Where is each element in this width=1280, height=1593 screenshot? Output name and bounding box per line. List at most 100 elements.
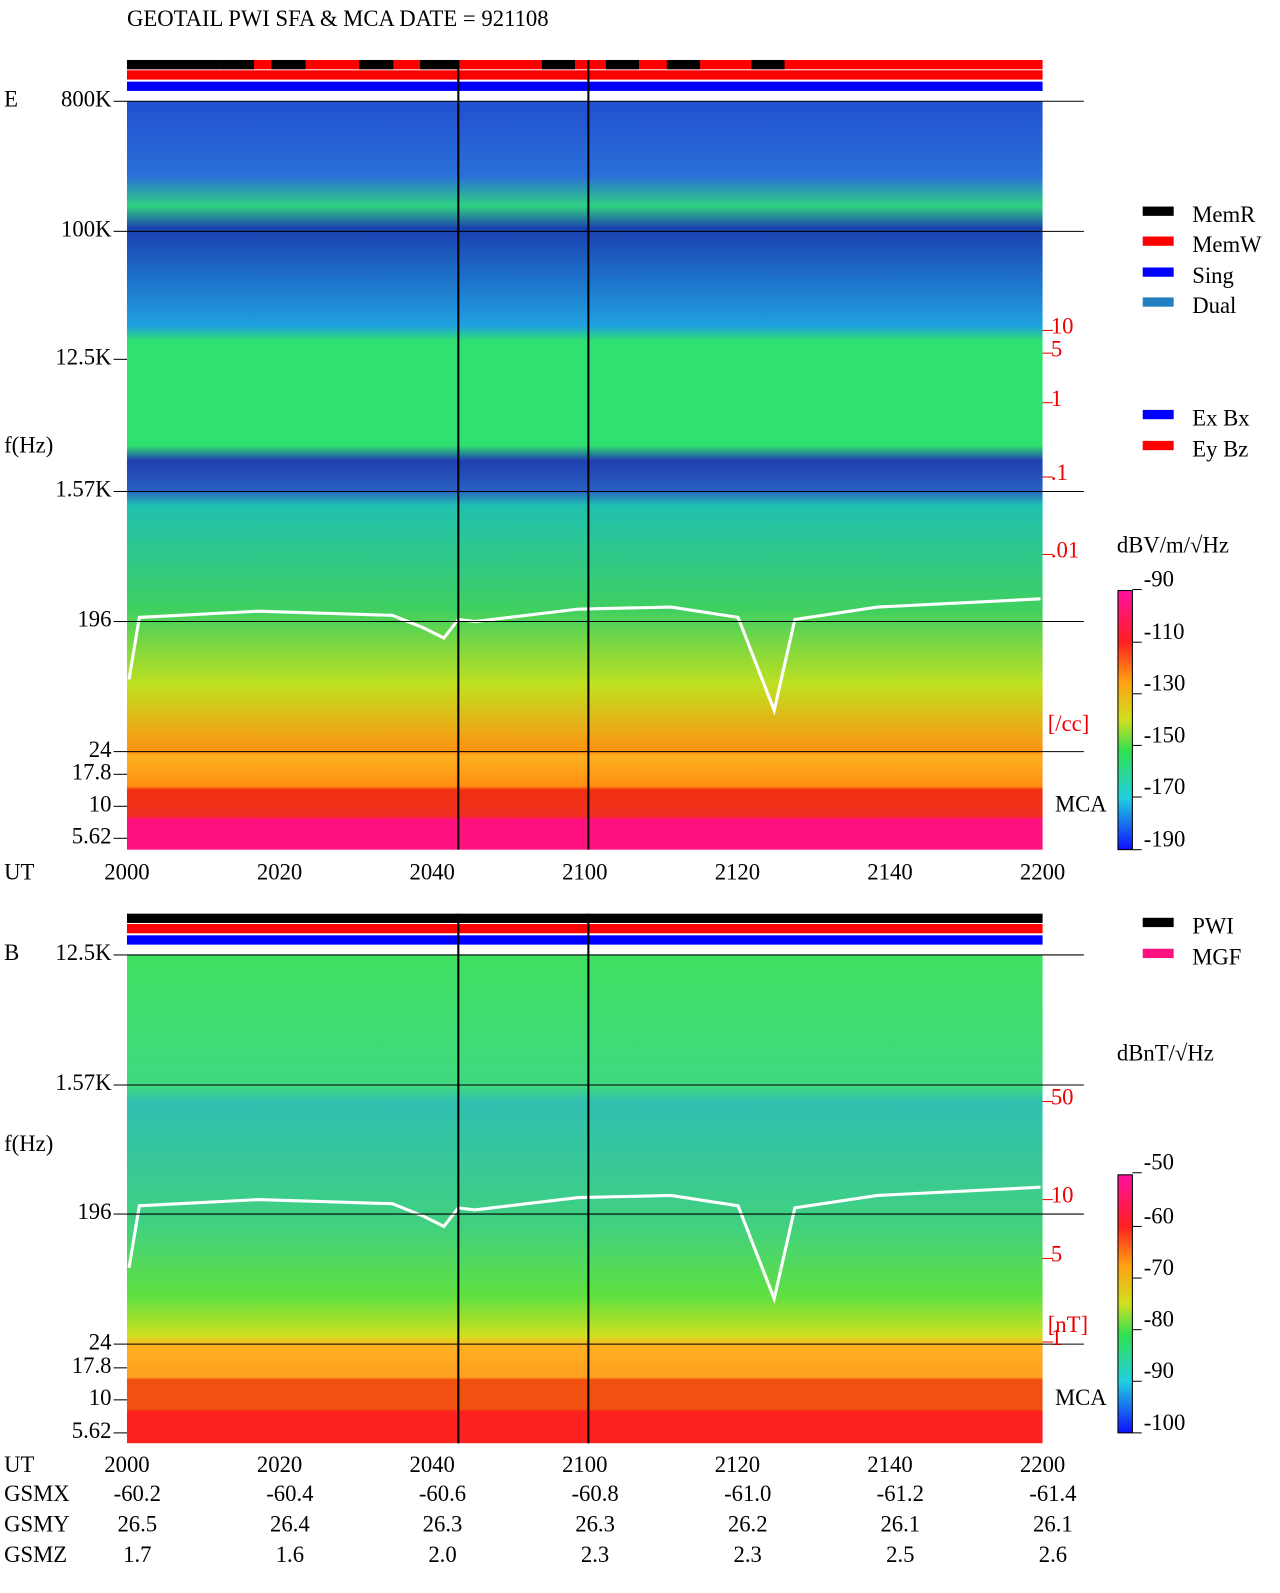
legend-swatch [1142,297,1174,307]
x-tick-label: 2100 [562,860,607,885]
y-tick-label: 17.8 [72,1353,112,1378]
orbit-value: -60.4 [266,1481,313,1506]
density-unit: [nT] [1048,1312,1088,1337]
orbit-value: -61.4 [1029,1481,1076,1506]
x-tick-label: 2000 [104,860,149,885]
y-tick-label: 24 [89,1329,112,1354]
orbit-value: 26.4 [270,1512,310,1537]
density-unit: [/cc] [1048,711,1090,736]
density-tick-label: 10 [1051,1183,1074,1208]
density-tick-label: 5 [1051,1242,1062,1267]
orbit-value: -61.0 [724,1481,771,1506]
plasma-frequency-line [127,1185,1041,1304]
orbit-label: GSMX [4,1481,70,1506]
colorbar-tick-label: -90 [1144,566,1174,591]
legend-swatch [1142,917,1174,928]
colorbar [1117,1174,1133,1434]
x-tick-label: 2040 [409,860,454,885]
orbit-value: 2.6 [1039,1542,1067,1567]
x-tick-label: 2140 [867,1452,912,1477]
x-tick-label: 2000 [104,1452,149,1477]
title: GEOTAIL PWI SFA & MCA DATE = 921108 [127,6,549,31]
y-tick-label: 1.57K [55,477,112,502]
x-tick-label: 2200 [1020,860,1065,885]
colorbar-tick-label: -60 [1144,1203,1174,1228]
x-tick-label: 2120 [715,1452,760,1477]
y-tick-label: 17.8 [72,760,112,785]
colorbar-tick-label: -190 [1144,827,1186,852]
density-tick-label: 50 [1051,1085,1074,1110]
colorbar-tick-label: -80 [1144,1307,1174,1332]
orbit-label: GSMZ [4,1542,67,1567]
status-segment [126,59,220,70]
legend-label: PWI [1192,913,1234,938]
orbit-value: -61.2 [877,1481,924,1506]
status-segment [541,59,575,70]
colorbar-tick-label: -100 [1144,1410,1186,1435]
orbit-value: -60.2 [114,1481,161,1506]
status-segment [271,59,306,70]
legend-label: MemW [1192,232,1262,257]
density-tick-label: 5 [1051,336,1062,361]
y-tick-label: 800K [61,86,112,111]
x-axis-label: UT [4,1452,34,1477]
orbit-value: 2.3 [734,1542,762,1567]
x-tick-label: 2100 [562,1452,607,1477]
density-tick-label: .01 [1051,538,1079,563]
status-segment [605,59,639,70]
mca-label: MCA [1055,1385,1107,1410]
status-bar [126,935,1043,945]
legend-swatch [1142,409,1174,420]
status-segment [219,59,254,70]
orbit-value: 26.3 [423,1512,463,1537]
legend-swatch [1142,267,1174,277]
x-tick-label: 2040 [409,1452,454,1477]
x-tick-label: 2200 [1020,1452,1065,1477]
status-bar [126,81,1043,91]
mca-label: MCA [1055,792,1107,817]
legend-label: Sing [1192,263,1234,288]
colorbar-tick-label: -150 [1144,722,1186,747]
legend-label: Dual [1192,293,1236,318]
y-tick-label: 1.57K [55,1070,112,1095]
legend-label: MGF [1192,944,1241,969]
orbit-value: -60.8 [571,1481,618,1506]
legend-swatch [1142,236,1174,246]
orbit-value: 26.3 [575,1512,615,1537]
orbit-value: 1.6 [276,1542,304,1567]
orbit-value: 26.5 [117,1512,157,1537]
panel-label: E [4,86,18,111]
y-tick-label: 196 [77,607,111,632]
status-segment [420,59,459,70]
status-segment [666,59,700,70]
density-tick-label: 1 [1051,1325,1062,1350]
y-tick-label: 10 [89,792,112,817]
legend-swatch [1142,206,1174,216]
colorbar-tick-label: -170 [1144,774,1186,799]
y-tick-label: 100K [61,217,112,242]
orbit-label: GSMY [4,1512,70,1537]
x-tick-label: 2020 [257,1452,302,1477]
x-axis-label: UT [4,860,34,885]
colorbar-unit: dBV/m/√Hz [1117,532,1229,557]
orbit-value: 2.3 [581,1542,609,1567]
legend-label: MemR [1192,202,1256,227]
colorbar-unit: dBnT/√Hz [1117,1040,1214,1065]
legend-swatch [1142,440,1174,451]
orbit-value: 1.7 [123,1542,151,1567]
colorbar-tick-label: -90 [1144,1358,1174,1383]
x-tick-label: 2020 [257,860,302,885]
colorbar-tick-label: -50 [1144,1150,1174,1175]
y-tick-label: 12.5K [55,345,112,370]
x-tick-label: 2120 [715,860,760,885]
status-segment [751,59,785,70]
legend-label: Ey Bz [1192,436,1248,461]
density-tick-label: 1 [1051,386,1062,411]
y-tick-label: 5.62 [72,824,112,849]
colorbar [1117,590,1133,851]
orbit-value: 26.1 [1033,1512,1073,1537]
status-bar [126,923,1043,934]
colorbar-tick-label: -130 [1144,671,1186,696]
